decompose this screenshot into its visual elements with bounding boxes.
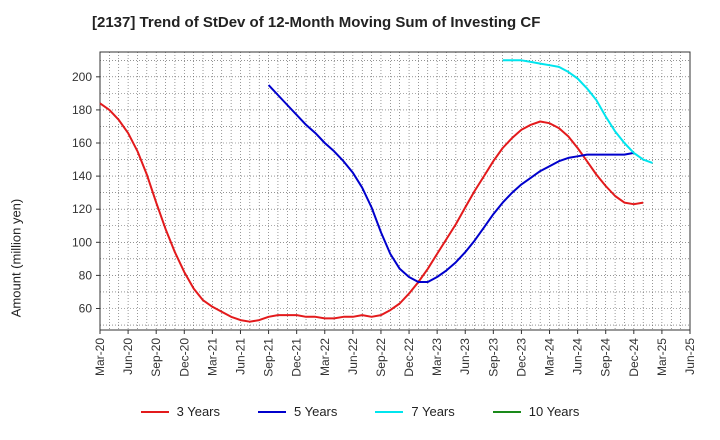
x-tick-label: Sep-23 [486,338,500,377]
legend-item-3-years: 3 Years [140,404,220,419]
x-tick-label: Mar-23 [430,338,444,376]
x-tick-label: Jun-25 [683,338,697,375]
x-tick-label: Dec-20 [177,338,191,377]
x-tick-label: Mar-25 [655,338,669,376]
series-line-7-years [502,59,653,164]
x-tick-label: Jun-24 [571,338,585,375]
x-tick-label: Mar-20 [93,338,107,376]
x-tick-label: Sep-21 [262,338,276,377]
legend-swatch [258,410,286,413]
legend-item-10-years: 10 Years [492,404,580,419]
legend-label: 7 Years [411,404,455,419]
series-line-5-years [267,84,634,283]
x-tick-label: Sep-22 [374,338,388,377]
x-tick-label: Mar-24 [543,338,557,376]
legend-swatch [375,410,404,413]
y-tick-label: 80 [79,268,93,282]
y-tick-label: 120 [72,202,92,216]
legend: 3 Years 5 Years 7 Years 10 Years [0,404,720,419]
y-tick-label: 60 [79,301,93,315]
x-tick-label: Dec-24 [627,338,641,377]
x-tick-label: Jun-23 [458,338,472,375]
y-tick-label: 100 [72,235,92,249]
y-tick-label: 160 [72,136,92,150]
legend-swatch [140,410,169,413]
legend-label: 5 Years [294,404,338,419]
x-tick-label: Jun-20 [121,338,135,375]
y-tick-label: 180 [72,103,92,117]
x-tick-label: Mar-21 [205,338,219,376]
y-tick-label: 200 [72,70,92,84]
x-tick-label: Dec-23 [514,338,528,377]
chart-title: [2137] Trend of StDev of 12-Month Moving… [92,14,541,31]
x-tick-label: Jun-22 [346,338,360,375]
x-tick-label: Mar-22 [318,338,332,376]
plot-frame [99,51,691,331]
x-tick-label: Jun-21 [233,338,247,375]
x-tick-label: Dec-21 [290,338,304,377]
series-line-3-years [99,102,644,323]
legend-item-5-years: 5 Years [258,404,337,419]
x-tick-label: Sep-24 [599,338,613,377]
x-tick-label: Sep-20 [149,338,163,377]
legend-label: 3 Years [176,404,220,419]
legend-item-7-years: 7 Years [375,404,455,419]
x-tick-label: Dec-22 [402,338,416,377]
y-tick-label: 140 [72,169,92,183]
legend-swatch [492,410,521,413]
legend-label: 10 Years [528,404,580,419]
